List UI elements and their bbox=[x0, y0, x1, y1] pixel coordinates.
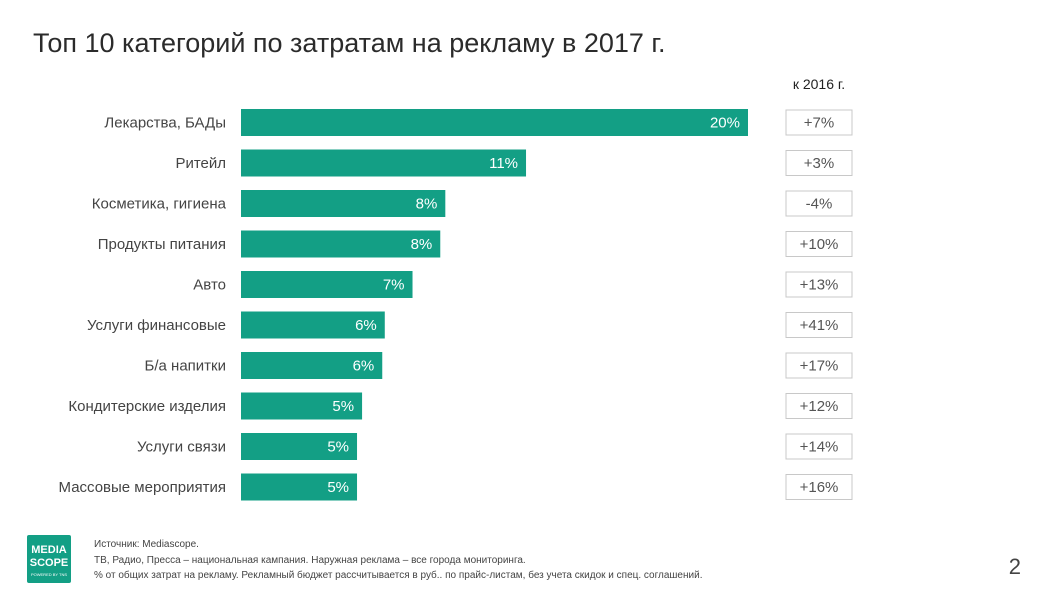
bar bbox=[241, 473, 358, 501]
change-box bbox=[785, 312, 853, 338]
change-box bbox=[785, 271, 853, 298]
change-value: +41% bbox=[800, 317, 839, 334]
change-box bbox=[785, 474, 853, 500]
change-value: +13% bbox=[800, 277, 839, 294]
footer-source: Источник: Mediascope. bbox=[94, 539, 199, 550]
category-label: Ритейл bbox=[175, 155, 226, 172]
change-box bbox=[785, 190, 853, 217]
bar-value-label: 20% bbox=[710, 115, 740, 132]
footer-notes: Источник: Mediascope. ТВ, Радио, Пресса … bbox=[94, 537, 702, 584]
bar-value-label: 8% bbox=[416, 196, 438, 213]
change-box bbox=[785, 150, 853, 176]
footer-note-media: ТВ, Радио, Пресса – национальная кампани… bbox=[94, 554, 526, 566]
change-box bbox=[785, 433, 853, 460]
change-value: +14% bbox=[800, 439, 839, 456]
logo-subtext: POWERED BY TNS bbox=[31, 572, 67, 577]
mediascope-logo: MEDIA SCOPE POWERED BY TNS bbox=[27, 535, 71, 583]
bar-value-label: 5% bbox=[327, 439, 349, 456]
bar-value-label: 7% bbox=[383, 277, 405, 294]
footer-note-budget: % от общих затрат на рекламу. Рекламный … bbox=[94, 570, 703, 581]
change-value: +12% bbox=[800, 398, 839, 415]
bar bbox=[241, 433, 358, 460]
bar-value-label: 6% bbox=[353, 358, 375, 375]
category-label: Услуги связи bbox=[137, 439, 226, 456]
bar bbox=[241, 190, 446, 217]
change-box bbox=[785, 231, 853, 257]
bar-value-label: 5% bbox=[332, 398, 354, 415]
logo-text-line1: MEDIA bbox=[31, 544, 67, 556]
category-label: Б/а напитки bbox=[145, 358, 226, 375]
bar bbox=[241, 311, 385, 339]
category-label: Услуги финансовые bbox=[87, 317, 226, 334]
change-value: +10% bbox=[800, 236, 839, 253]
category-label: Косметика, гигиена bbox=[92, 196, 227, 213]
bar bbox=[241, 230, 441, 258]
bar bbox=[241, 352, 383, 379]
category-label: Лекарства, БАДы bbox=[104, 115, 226, 132]
change-value: +7% bbox=[804, 115, 834, 132]
category-label: Продукты питания bbox=[98, 236, 226, 253]
category-label: Авто bbox=[193, 277, 226, 294]
change-box bbox=[785, 109, 853, 136]
bar-value-label: 8% bbox=[411, 236, 433, 253]
bar-value-label: 5% bbox=[327, 479, 349, 496]
bar-value-label: 11% bbox=[489, 155, 518, 172]
bar bbox=[241, 392, 363, 420]
change-value: +17% bbox=[800, 358, 839, 375]
change-value: +3% bbox=[804, 155, 834, 172]
change-box bbox=[785, 352, 853, 379]
category-label: Массовые мероприятия bbox=[59, 479, 226, 496]
page-number: 2 bbox=[1008, 554, 1021, 579]
bar bbox=[241, 109, 748, 136]
change-value: -4% bbox=[806, 196, 833, 213]
change-value: +16% bbox=[800, 479, 839, 496]
bar-value-label: 6% bbox=[355, 317, 377, 334]
bar bbox=[241, 149, 527, 177]
bar bbox=[241, 271, 413, 298]
change-box bbox=[785, 393, 853, 419]
category-label: Кондитерские изделия bbox=[68, 398, 226, 415]
comparison-header: к 2016 г. bbox=[792, 76, 846, 92]
logo-text-line2: SCOPE bbox=[30, 557, 69, 569]
page-title: Топ 10 категорий по затратам на рекламу … bbox=[33, 28, 666, 58]
bar-chart: Лекарства, БАДы 20% +7% Ритейл 11% +3% Космети… bbox=[59, 109, 853, 501]
